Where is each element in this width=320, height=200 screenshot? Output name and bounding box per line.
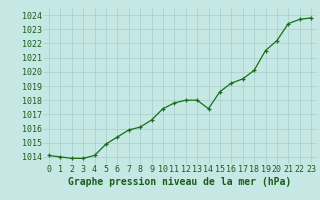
X-axis label: Graphe pression niveau de la mer (hPa): Graphe pression niveau de la mer (hPa) — [68, 177, 292, 187]
